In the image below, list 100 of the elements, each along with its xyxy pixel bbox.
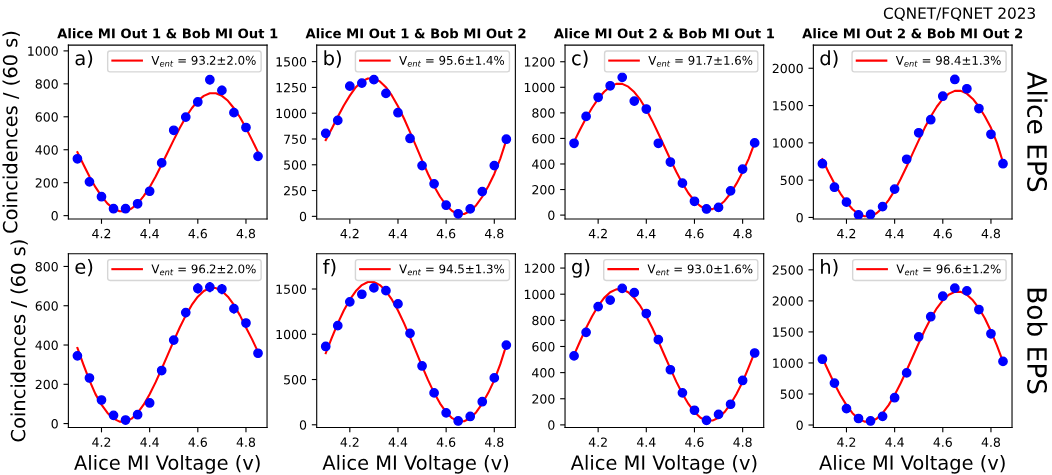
y-tick-label: 800 — [35, 261, 58, 272]
annotation: f) — [323, 258, 336, 277]
y-tick-label: 1500 — [276, 284, 307, 294]
x-tick-label: 4.2 — [588, 437, 607, 447]
point — [998, 356, 1008, 367]
legend-label: V$_{ent}$ = 96.6±1.2% — [896, 264, 1001, 276]
point — [320, 341, 331, 352]
y-tick-label: 800 — [35, 79, 58, 89]
x-tick-label: 4.6 — [933, 437, 952, 447]
y-tick-label: 1500 — [773, 327, 803, 337]
point — [253, 151, 263, 162]
chart-title: Alice MI Out 1 & Bob MI Out 2 — [305, 28, 526, 39]
point — [108, 203, 119, 214]
point — [581, 111, 591, 122]
point — [241, 318, 251, 328]
chart-title: Alice MI Out 1 & Bob MI Out 1 — [57, 28, 278, 39]
x-axis-title: Alice MI Voltage (v) — [74, 454, 260, 474]
point — [629, 96, 640, 106]
point — [477, 396, 488, 407]
point — [665, 364, 676, 375]
point — [489, 373, 500, 383]
x-axis-title: Alice MI Voltage (v) — [570, 454, 757, 474]
point — [949, 74, 960, 85]
y-tick-label: 750 — [284, 134, 307, 144]
y-tick-label: 1500 — [276, 57, 307, 67]
y-tick-label: 500 — [284, 160, 307, 170]
point — [617, 72, 628, 83]
point — [477, 186, 488, 197]
y-tick-label: 500 — [780, 175, 803, 186]
point — [829, 182, 840, 193]
point — [569, 138, 579, 149]
y-tick-label: 500 — [284, 374, 307, 385]
point — [653, 334, 664, 345]
point — [144, 186, 155, 197]
y-tick-label: 500 — [780, 389, 803, 399]
point — [393, 107, 403, 118]
point — [641, 104, 652, 114]
point — [853, 209, 864, 219]
y-tick-label: 400 — [532, 368, 555, 378]
point — [725, 399, 736, 410]
point — [108, 410, 119, 421]
point — [84, 177, 95, 187]
legend-label: V$_{ent}$ = 96.2±2.0% — [151, 264, 256, 276]
x-axis-title: Alice MI Voltage (v) — [819, 454, 1005, 474]
point — [441, 407, 452, 418]
y-tick-label: 600 — [35, 112, 58, 122]
legend-label: V$_{ent}$ = 93.0±1.6% — [647, 264, 753, 276]
point — [369, 74, 379, 85]
point — [441, 200, 452, 211]
point — [949, 283, 960, 294]
point — [653, 138, 664, 149]
point — [96, 395, 107, 405]
x-tick-label: 4.6 — [436, 437, 456, 447]
annotation: d) — [820, 50, 838, 68]
y-tick-label: 1000 — [773, 358, 803, 368]
y-tick-label: 800 — [532, 108, 555, 118]
point — [901, 154, 912, 165]
x-tick-label: 4.2 — [92, 228, 111, 239]
point — [132, 409, 143, 420]
x-tick-label: 4.2 — [340, 228, 359, 239]
point — [865, 416, 876, 426]
y-axis-title: Coincidences / (60 s) — [2, 31, 20, 233]
point — [725, 185, 736, 196]
annotation: a) — [75, 50, 93, 68]
point — [192, 97, 203, 107]
y-tick-label: 1000 — [276, 108, 307, 119]
y-tick-label: 200 — [532, 185, 555, 195]
y-tick-label: 400 — [35, 340, 58, 350]
point — [501, 340, 512, 350]
x-tick-label: 4.4 — [140, 437, 159, 447]
point — [841, 403, 852, 414]
point — [132, 198, 143, 209]
point — [320, 128, 331, 139]
x-tick-label: 4.8 — [733, 437, 752, 447]
point — [156, 365, 167, 376]
point — [356, 289, 367, 300]
y-tick-label: 400 — [35, 145, 58, 155]
x-tick-label: 4.6 — [685, 437, 704, 447]
x-tick-label: 4.6 — [188, 437, 207, 447]
y-axis-title: Coincidences / (60 s) — [10, 240, 28, 442]
y-tick-label: 200 — [35, 379, 58, 390]
text: Alice EPS — [1027, 71, 1048, 192]
point — [120, 415, 131, 425]
point — [962, 83, 972, 94]
point — [369, 283, 379, 293]
point — [72, 153, 83, 164]
point — [180, 112, 191, 122]
point — [405, 328, 415, 339]
y-tick-label: 1200 — [524, 57, 555, 67]
point — [381, 285, 391, 296]
y-tick-label: 1200 — [524, 263, 555, 273]
point — [253, 348, 263, 359]
point — [817, 354, 828, 365]
text: CQNET/FQNET 2023 — [883, 7, 1035, 21]
y-tick-label: 600 — [35, 301, 58, 311]
x-axis-title: Alice MI Voltage (v) — [322, 454, 509, 474]
point — [501, 134, 512, 145]
point — [72, 350, 83, 361]
chart-title: Alice MI Out 2 & Bob MI Out 2 — [802, 28, 1023, 39]
x-tick-label: 4.2 — [92, 437, 111, 447]
